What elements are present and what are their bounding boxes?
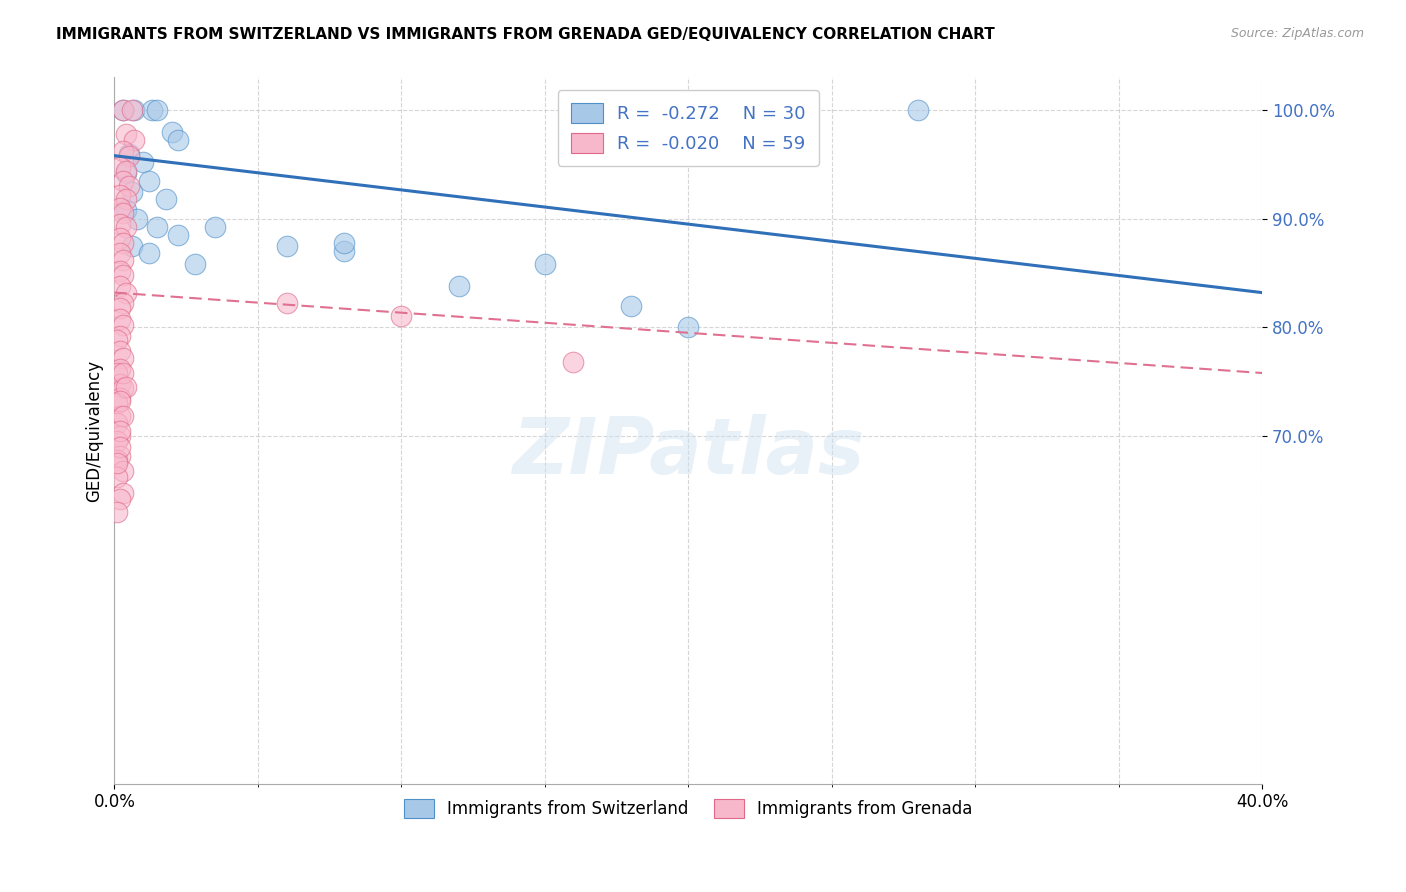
Point bbox=[124, 133, 146, 147]
Point bbox=[111, 485, 134, 500]
Point bbox=[111, 296, 134, 310]
Point bbox=[138, 174, 160, 188]
Point bbox=[111, 381, 134, 395]
Point bbox=[166, 133, 188, 147]
Point bbox=[108, 279, 131, 293]
Point bbox=[166, 227, 188, 242]
Point bbox=[132, 155, 155, 169]
Point bbox=[105, 396, 128, 410]
Point bbox=[115, 127, 138, 141]
Point bbox=[108, 491, 131, 506]
Point bbox=[447, 279, 470, 293]
Point bbox=[108, 301, 131, 315]
Point bbox=[108, 429, 131, 443]
Point bbox=[160, 125, 183, 139]
Point bbox=[333, 244, 356, 259]
Point bbox=[276, 296, 298, 310]
Point bbox=[108, 264, 131, 278]
Point bbox=[108, 440, 131, 454]
Point bbox=[108, 361, 131, 376]
Point bbox=[111, 252, 134, 267]
Point bbox=[108, 201, 131, 215]
Point bbox=[108, 311, 131, 326]
Point bbox=[111, 145, 134, 159]
Point bbox=[115, 164, 138, 178]
Point bbox=[146, 220, 169, 235]
Point bbox=[111, 409, 134, 424]
Point bbox=[121, 103, 143, 117]
Point bbox=[108, 344, 131, 359]
Point bbox=[115, 192, 138, 206]
Point bbox=[108, 187, 131, 202]
Y-axis label: GED/Equivalency: GED/Equivalency bbox=[86, 359, 103, 501]
Point bbox=[118, 179, 141, 194]
Point bbox=[146, 103, 169, 117]
Point bbox=[204, 220, 226, 235]
Point bbox=[105, 366, 128, 380]
Point bbox=[276, 239, 298, 253]
Point bbox=[138, 246, 160, 260]
Point bbox=[108, 231, 131, 245]
Point bbox=[121, 185, 143, 199]
Point bbox=[105, 470, 128, 484]
Point bbox=[111, 318, 134, 333]
Point bbox=[124, 103, 146, 117]
Point bbox=[111, 464, 134, 478]
Point bbox=[111, 268, 134, 283]
Point bbox=[108, 376, 131, 391]
Point bbox=[108, 217, 131, 231]
Point bbox=[111, 103, 134, 117]
Point bbox=[105, 456, 128, 470]
Point bbox=[115, 380, 138, 394]
Point bbox=[111, 103, 134, 117]
Point bbox=[184, 257, 207, 271]
Point bbox=[115, 166, 138, 180]
Point bbox=[118, 146, 141, 161]
Point bbox=[108, 160, 131, 174]
Point bbox=[533, 257, 555, 271]
Point bbox=[105, 334, 128, 348]
Legend: Immigrants from Switzerland, Immigrants from Grenada: Immigrants from Switzerland, Immigrants … bbox=[398, 792, 979, 825]
Point bbox=[111, 351, 134, 365]
Point bbox=[105, 453, 128, 467]
Point bbox=[108, 329, 131, 343]
Point bbox=[115, 202, 138, 217]
Point bbox=[141, 103, 163, 117]
Text: Source: ZipAtlas.com: Source: ZipAtlas.com bbox=[1230, 27, 1364, 40]
Point bbox=[105, 434, 128, 449]
Point bbox=[121, 239, 143, 253]
Point bbox=[111, 174, 134, 188]
Point bbox=[676, 320, 699, 334]
Point bbox=[108, 391, 131, 405]
Point bbox=[155, 192, 177, 206]
Point bbox=[127, 211, 149, 226]
Point bbox=[108, 449, 131, 463]
Point bbox=[562, 355, 585, 369]
Point bbox=[108, 424, 131, 438]
Point bbox=[108, 409, 131, 424]
Point bbox=[111, 235, 134, 250]
Point bbox=[111, 206, 134, 220]
Point bbox=[105, 505, 128, 519]
Point bbox=[108, 394, 131, 409]
Text: ZIPatlas: ZIPatlas bbox=[512, 414, 865, 490]
Point bbox=[115, 220, 138, 235]
Text: IMMIGRANTS FROM SWITZERLAND VS IMMIGRANTS FROM GRENADA GED/EQUIVALENCY CORRELATI: IMMIGRANTS FROM SWITZERLAND VS IMMIGRANT… bbox=[56, 27, 995, 42]
Point bbox=[105, 416, 128, 430]
Point bbox=[907, 103, 929, 117]
Point bbox=[111, 366, 134, 380]
Point bbox=[118, 149, 141, 163]
Point bbox=[115, 285, 138, 300]
Point bbox=[108, 246, 131, 260]
Point bbox=[389, 310, 412, 324]
Point bbox=[620, 299, 643, 313]
Point bbox=[333, 235, 356, 250]
